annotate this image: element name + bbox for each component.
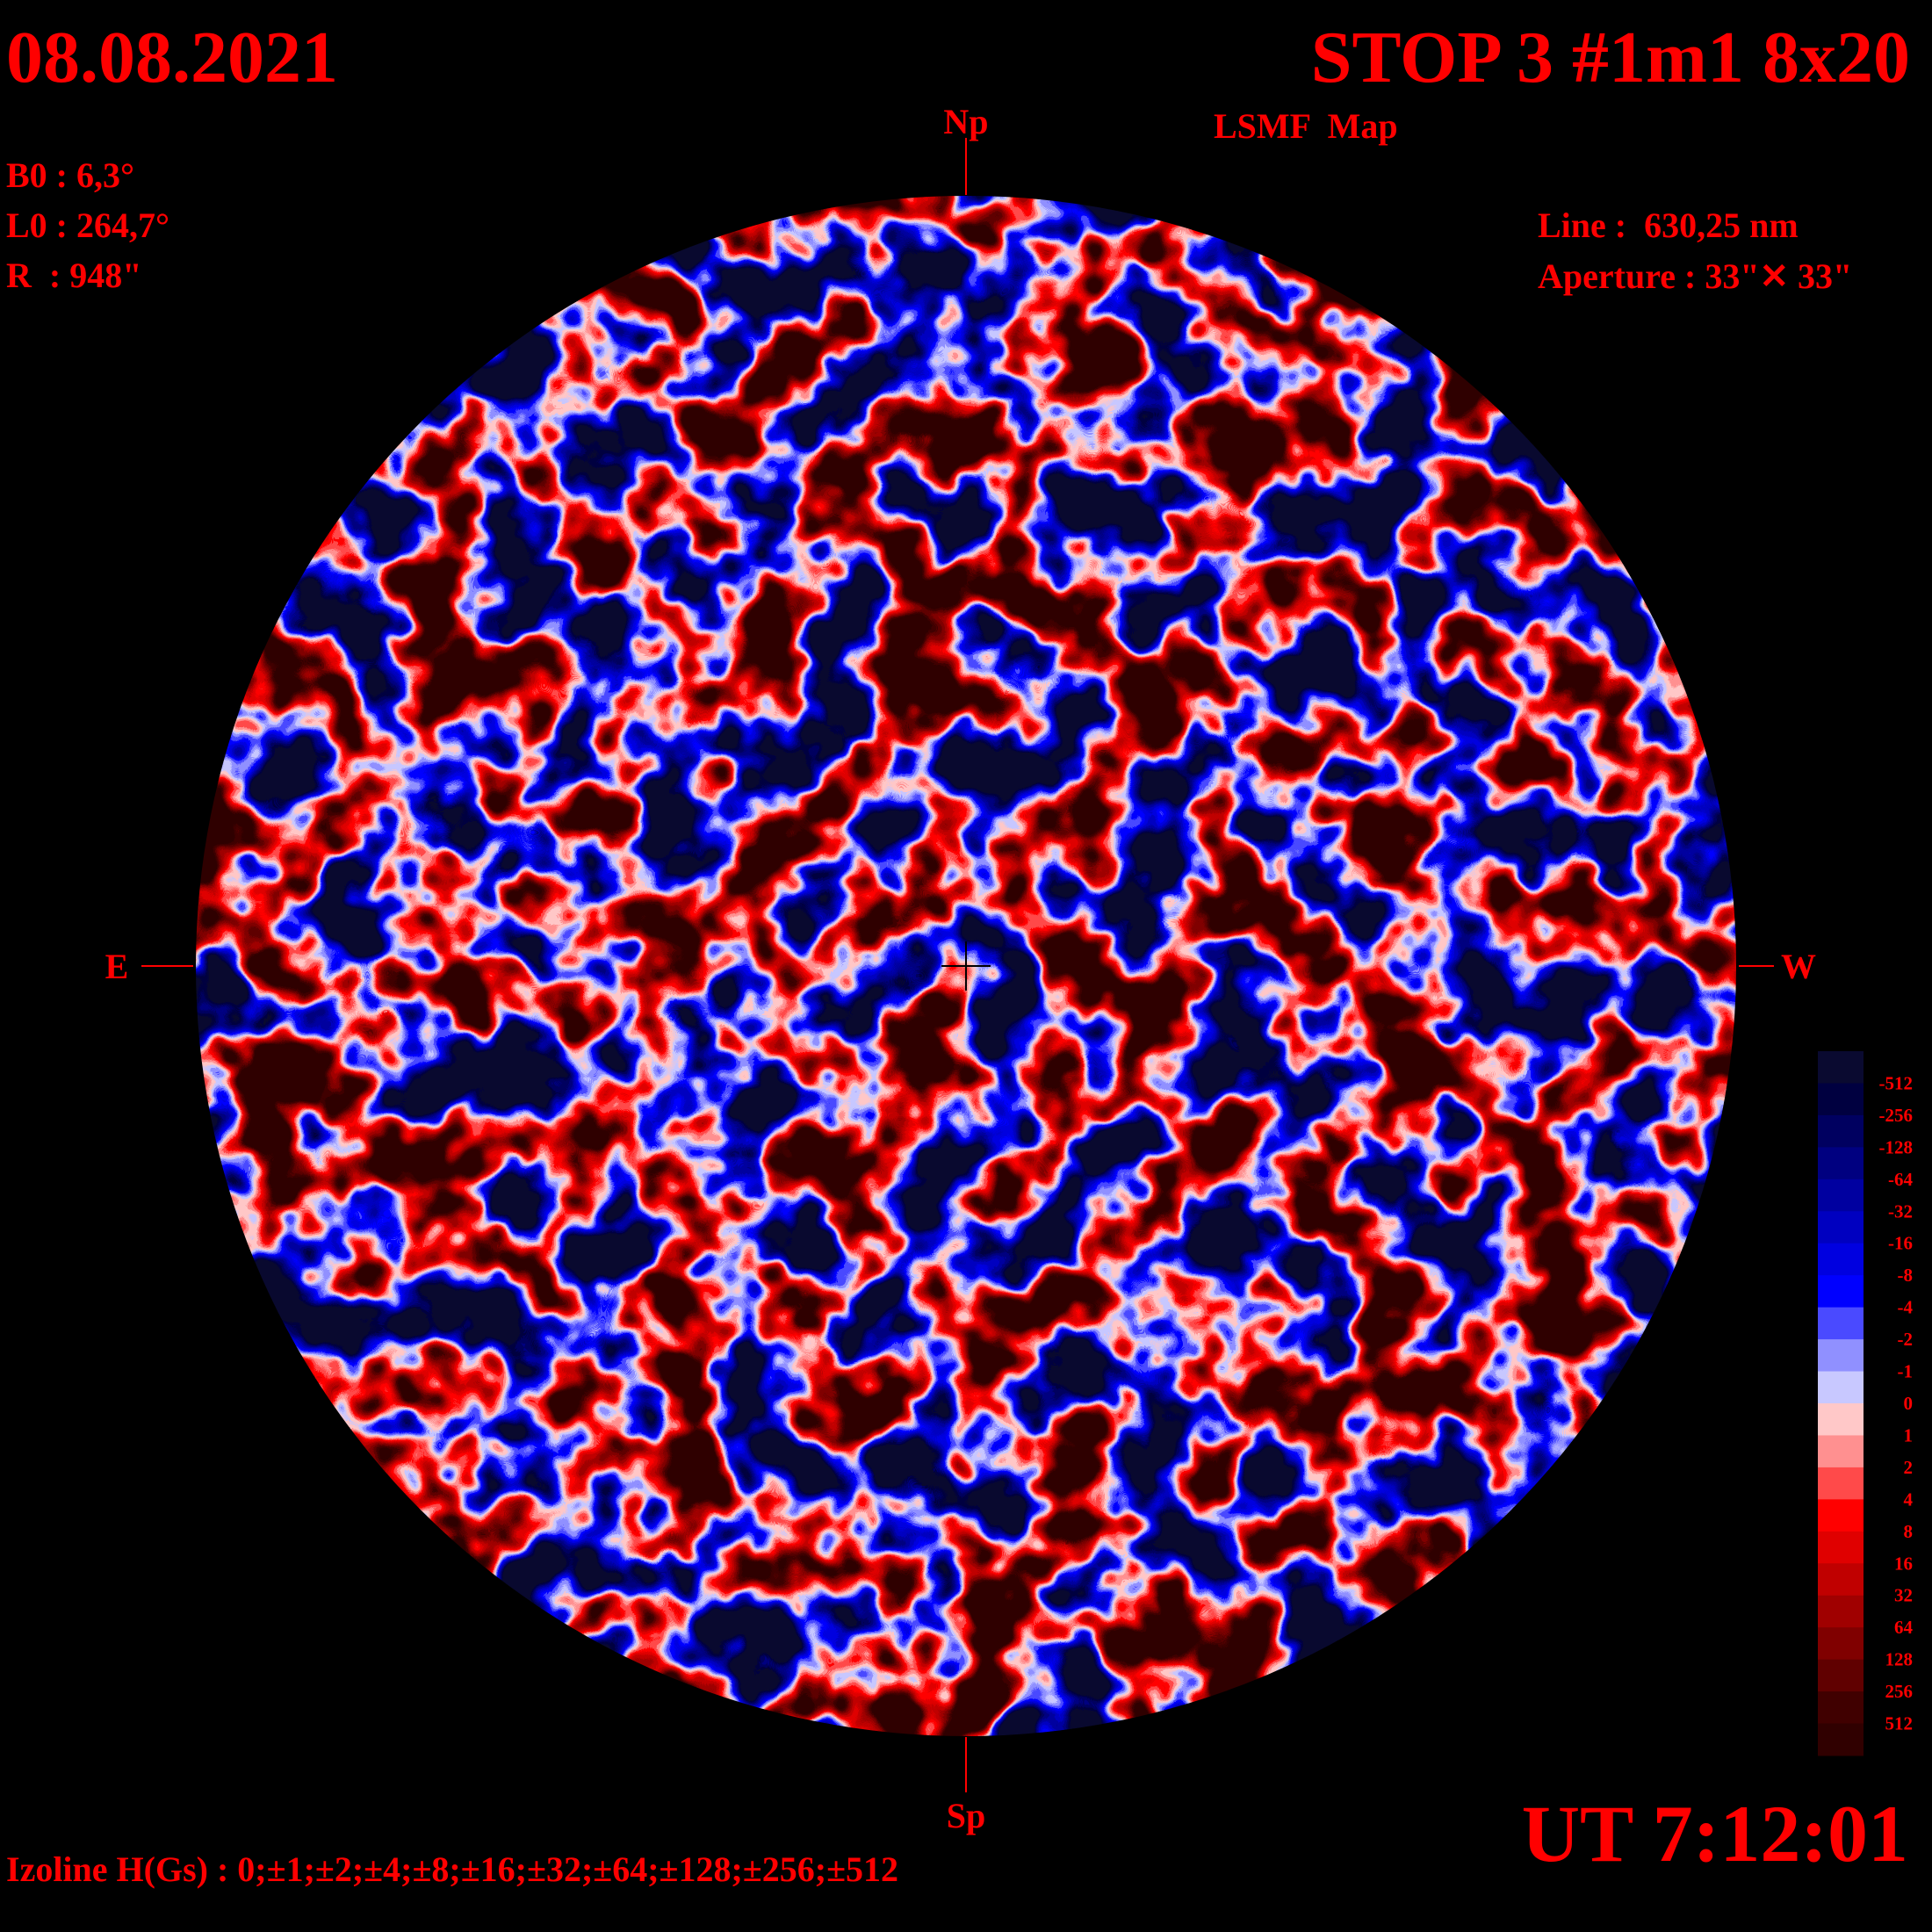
colorbar-label: -64 bbox=[1888, 1169, 1913, 1190]
colorbar-band bbox=[1818, 1403, 1864, 1436]
colorbar-band bbox=[1818, 1083, 1864, 1116]
colorbar-label: 8 bbox=[1904, 1521, 1914, 1542]
west-label: W bbox=[1781, 947, 1816, 986]
time: UT 7:12:01 bbox=[1522, 1789, 1908, 1878]
colorbar-label: 2 bbox=[1904, 1457, 1914, 1478]
colorbar-label: -32 bbox=[1888, 1200, 1913, 1222]
colorbar-band bbox=[1818, 1211, 1864, 1244]
colorbar-label: 64 bbox=[1894, 1617, 1914, 1638]
colorbar-band bbox=[1818, 1339, 1864, 1373]
colorbar-band bbox=[1818, 1147, 1864, 1180]
south-label: Sp bbox=[947, 1796, 986, 1835]
colorbar-label: -128 bbox=[1879, 1136, 1914, 1157]
colorbar-band bbox=[1818, 1179, 1864, 1212]
aperture: Aperture : 33"✕ 33" bbox=[1538, 256, 1852, 296]
radius: R : 948" bbox=[6, 256, 141, 295]
subtitle: LSMF Map bbox=[1214, 106, 1398, 146]
b0: B0 : 6,3° bbox=[6, 155, 134, 195]
colorbar-band bbox=[1818, 1275, 1864, 1308]
axis-ticks bbox=[141, 138, 1774, 1792]
colorbar-band bbox=[1818, 1595, 1864, 1628]
colorbar-band bbox=[1818, 1563, 1864, 1597]
colorbar-band bbox=[1818, 1051, 1864, 1084]
colorbar-band bbox=[1818, 1467, 1864, 1500]
colorbar-label: 128 bbox=[1885, 1649, 1914, 1670]
colorbar-label: -2 bbox=[1898, 1329, 1914, 1350]
colorbar-label: -256 bbox=[1879, 1105, 1914, 1126]
colorbar-band bbox=[1818, 1531, 1864, 1564]
l0: L0 : 264,7° bbox=[6, 205, 169, 245]
colorbar-label: 16 bbox=[1894, 1553, 1913, 1574]
colorbar-label: -8 bbox=[1898, 1265, 1914, 1286]
colorbar-label: 4 bbox=[1904, 1489, 1914, 1510]
colorbar-label: 512 bbox=[1885, 1713, 1914, 1734]
date: 08.08.2021 bbox=[6, 17, 338, 98]
colorbar-label: -512 bbox=[1879, 1072, 1914, 1093]
colorbar-label: 0 bbox=[1904, 1393, 1914, 1414]
colorbar-label: 1 bbox=[1904, 1424, 1914, 1445]
colorbar-band bbox=[1818, 1691, 1864, 1725]
line: Line : 630,25 nm bbox=[1538, 205, 1799, 245]
colorbar-band bbox=[1818, 1307, 1864, 1340]
colorbar-band bbox=[1818, 1114, 1864, 1148]
colorbar: -512 -256 -128 -64 -32 -16 -8 -4 -2 -1 0 1 2 4 8 16 32 64… bbox=[1818, 1051, 1914, 1756]
colorbar-band bbox=[1818, 1435, 1864, 1468]
colorbar-band bbox=[1818, 1371, 1864, 1404]
colorbar-label: 256 bbox=[1885, 1681, 1914, 1702]
footer: Izoline H(Gs) : 0;±1;±2;±4;±8;±16;±32;±6… bbox=[6, 1849, 898, 1889]
title: STOP 3 #1m1 8x20 bbox=[1311, 17, 1910, 98]
colorbar-label: -1 bbox=[1898, 1361, 1914, 1382]
center-cross bbox=[941, 941, 991, 991]
colorbar-label: -16 bbox=[1888, 1233, 1913, 1254]
east-label: E bbox=[105, 947, 129, 986]
colorbar-band bbox=[1818, 1723, 1864, 1756]
colorbar-label: -4 bbox=[1898, 1297, 1914, 1318]
colorbar-band bbox=[1818, 1627, 1864, 1661]
north-label: Np bbox=[943, 102, 988, 141]
colorbar-band bbox=[1818, 1243, 1864, 1276]
colorbar-band bbox=[1818, 1659, 1864, 1692]
colorbar-band bbox=[1818, 1499, 1864, 1532]
colorbar-label: 32 bbox=[1894, 1585, 1913, 1606]
